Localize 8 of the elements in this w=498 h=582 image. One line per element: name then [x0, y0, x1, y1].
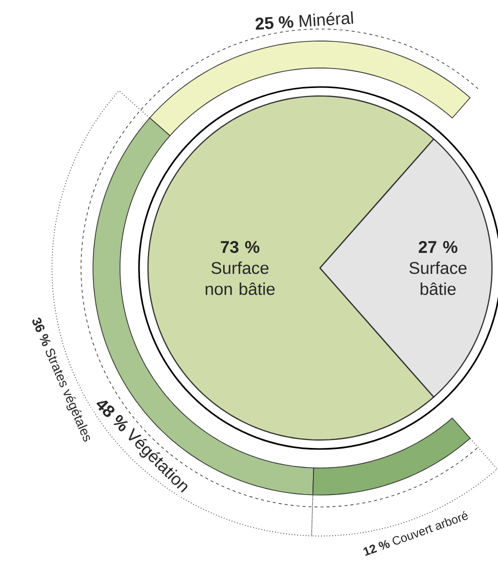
data-label: 27 %	[418, 240, 458, 253]
data-label: 73 %	[220, 240, 260, 254]
data-label: 36 %	[32, 318, 51, 346]
slice-label: Surface bâtie	[409, 262, 467, 296]
data-label: 12 %	[363, 540, 390, 556]
data-label: 25 %	[255, 16, 294, 30]
slice-label: Minéral	[299, 11, 354, 27]
slice-label: Surface non bâtie	[206, 262, 275, 296]
